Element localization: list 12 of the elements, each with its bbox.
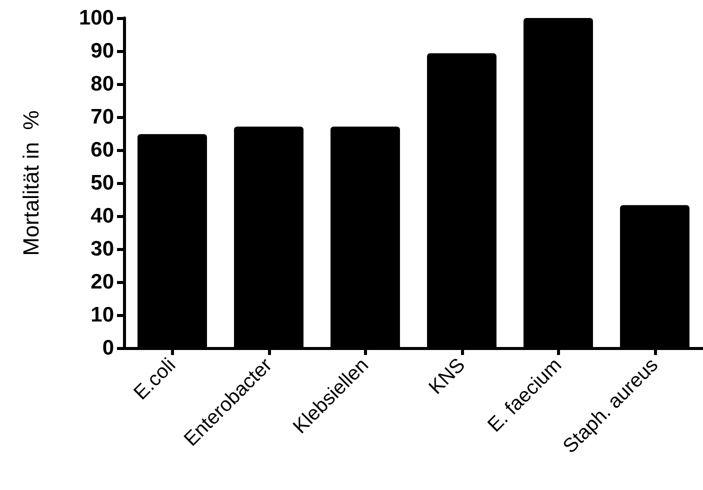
- y-tick-label: 80: [90, 72, 114, 96]
- y-tick-label: 30: [90, 238, 114, 260]
- y-tick-label: 60: [90, 138, 114, 162]
- y-axis-title: Mortalität in %: [18, 110, 44, 256]
- y-tick-label: 40: [90, 204, 114, 228]
- y-tick-label: 100: [78, 6, 114, 30]
- y-tick-label: 10: [90, 304, 114, 326]
- y-tick-label: 20: [90, 270, 114, 294]
- y-tick-label: 90: [90, 40, 114, 62]
- y-tick-label: 0: [102, 336, 114, 360]
- y-tick-label: 50: [90, 172, 114, 194]
- y-tick-label: 70: [90, 106, 114, 128]
